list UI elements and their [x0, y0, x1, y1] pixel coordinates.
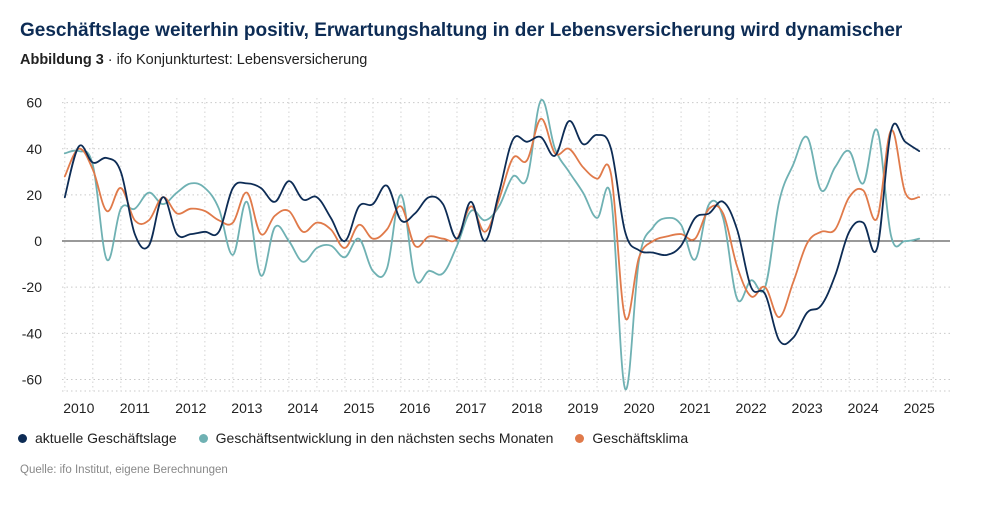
legend-item-geschaeftslage: aktuelle Geschäftslage [18, 430, 177, 446]
y-tick-label: 60 [26, 95, 42, 111]
y-tick-label: -60 [22, 371, 42, 387]
axes: 60 40 20 0 -20 -40 -60 2010 2011 2012 2013 2014 2015… [22, 95, 950, 416]
series-line-geschaeftsklima [63, 117, 921, 321]
x-tick-label: 2025 [904, 400, 935, 416]
y-tick-label: 40 [26, 141, 42, 157]
y-tick-label: 20 [26, 187, 42, 203]
x-tick-label: 2017 [455, 400, 486, 416]
legend-label-geschaeftsentwicklung: Geschäftsentwicklung in den nächsten sec… [215, 430, 554, 446]
chart-title: Geschäftslage weiterhin positiv, Erwartu… [20, 20, 903, 41]
x-tick-label: 2022 [736, 400, 767, 416]
y-tick-label: 0 [34, 233, 42, 249]
legend-dot-geschaeftslage [18, 433, 27, 443]
y-tick-label: -20 [22, 279, 42, 295]
figure-caption: ifo Konjunkturtest: Lebensversicherung [116, 52, 368, 68]
source-note: Quelle: ifo Institut, eigene Berechnunge… [20, 464, 228, 476]
legend-dot-geschaeftsentwicklung [198, 433, 208, 443]
legend-item-geschaeftsklima: Geschäftsklima [575, 430, 688, 446]
legend-label-geschaeftsklima: Geschäftsklima [592, 430, 689, 446]
grid [62, 98, 950, 391]
x-tick-label: 2021 [680, 400, 711, 416]
x-tick-label: 2014 [287, 400, 318, 416]
legend-item-geschaeftsentwicklung: Geschäftsentwicklung in den nächsten sec… [198, 430, 554, 446]
figure-label: Abbildung 3 [20, 52, 104, 68]
series-line-geschaeftslage [63, 120, 921, 346]
x-tick-label: 2015 [343, 400, 374, 416]
series-line-geschaeftsentwicklung [63, 99, 921, 391]
x-tick-label: 2012 [175, 400, 206, 416]
legend-label-geschaeftslage: aktuelle Geschäftslage [35, 430, 177, 446]
series-lines [63, 99, 921, 391]
legend: aktuelle Geschäftslage Geschäftsentwickl… [18, 430, 688, 446]
x-tick-label: 2024 [848, 400, 879, 416]
x-tick-label: 2011 [120, 400, 150, 416]
x-tick-label: 2016 [399, 400, 430, 416]
legend-dot-geschaeftsklima [575, 433, 585, 443]
subtitle-separator: · [103, 52, 117, 68]
x-tick-label: 2019 [567, 400, 598, 416]
x-tick-label: 2018 [511, 400, 542, 416]
y-tick-label: -40 [22, 325, 42, 341]
x-tick-label: 2013 [231, 400, 262, 416]
x-tick-label: 2010 [63, 400, 94, 416]
x-tick-label: 2023 [792, 400, 823, 416]
x-tick-label: 2020 [623, 400, 654, 416]
chart-subtitle: Abbildung 3 · ifo Konjunkturtest: Lebens… [20, 52, 367, 68]
